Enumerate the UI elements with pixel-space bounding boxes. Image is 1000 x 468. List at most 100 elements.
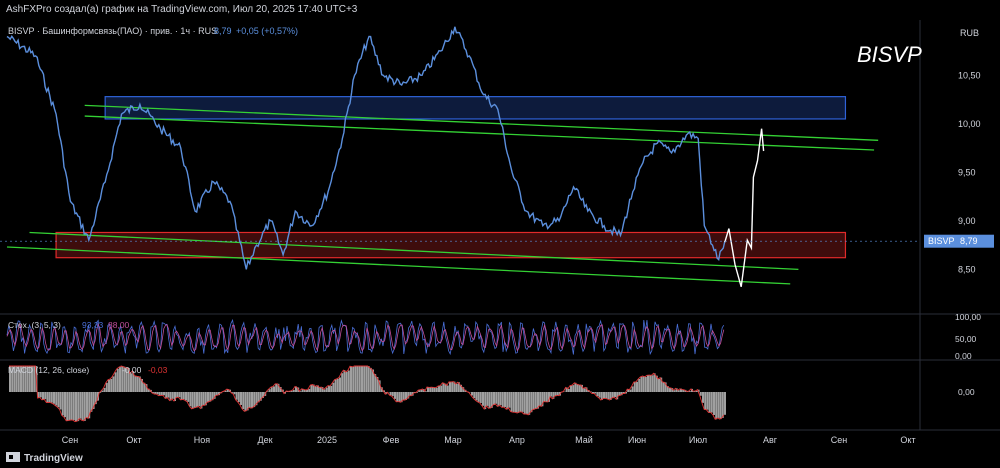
channel-line-2 [84, 115, 875, 151]
macd-hist-bar [266, 391, 269, 392]
macd-hist-bar [160, 392, 163, 396]
macd-hist-bar [398, 392, 401, 402]
macd-hist-bar [121, 366, 124, 392]
macd-hist-bar [552, 392, 555, 399]
macd-hist-bar [22, 366, 25, 392]
macd-hist-bar [499, 392, 502, 406]
macd-hist-bar [455, 383, 458, 392]
macd-hist-bar [400, 392, 403, 403]
chart-frame[interactable]: BISVP · Башинформсвязь(ПАО) · прив. · 1ч… [0, 20, 1000, 468]
macd-hist-bar [356, 366, 359, 392]
zones-layer [55, 96, 847, 259]
macd-hist-bar [187, 392, 190, 402]
macd-hist-bar [336, 378, 339, 392]
macd-hist-bar [125, 367, 128, 392]
macd-hist-bar [193, 392, 196, 408]
stoch-tick-label: 0,00 [955, 351, 972, 361]
time-tick-label: Сен [831, 435, 848, 445]
macd-hist-bar [660, 377, 663, 392]
macd-hist-bar [306, 390, 308, 392]
macd-hist-bar [644, 376, 647, 392]
macd-hist-bar [662, 382, 665, 392]
macd-hist-bar [123, 366, 126, 392]
macd-hist-bar [609, 392, 612, 400]
macd-hist-bar [248, 392, 251, 408]
macd-hist-bar [86, 392, 88, 418]
macd-hist-bar [506, 392, 509, 410]
macd-hist-bar [279, 387, 282, 392]
stoch-axis: 100,00 50,00 0,00 [955, 312, 981, 361]
macd-hist-bar [640, 376, 643, 392]
macd-hist-bar [33, 366, 36, 392]
macd-hist-bar [471, 392, 473, 396]
macd-hist-bar [625, 392, 627, 394]
macd-hist-bar [218, 392, 220, 396]
time-tick-label: Июл [689, 435, 707, 445]
macd-hist-bar [680, 388, 682, 392]
macd-hist-bar [42, 392, 44, 400]
macd-hist-bar [565, 387, 568, 392]
macd-hist-bar [332, 382, 335, 392]
macd-hist-bar [721, 392, 724, 418]
macd-hist-bar [457, 382, 460, 392]
macd-hist-bar [444, 383, 447, 392]
macd-hist-bar [655, 375, 658, 392]
macd-hist-bar [438, 386, 440, 392]
macd-hist-bar [495, 392, 498, 404]
time-axis: Сен Окт Ноя Дек 2025 Фев Мар Апр Май Июн Июл Авг Сен… [62, 435, 916, 445]
macd-hist-bar [147, 388, 150, 392]
macd-hist-bar [83, 392, 86, 421]
projection-path [724, 128, 765, 287]
macd-hist-bar [363, 366, 366, 392]
macd-hist-bar [165, 392, 168, 399]
macd-hist-bar [273, 386, 275, 392]
time-tick-label: Мар [444, 435, 462, 445]
time-tick-label: Апр [509, 435, 525, 445]
time-tick-label: Окт [900, 435, 915, 445]
macd-hist-bar [134, 375, 137, 392]
macd-hist-bar [358, 366, 361, 392]
macd-hist-bar [537, 392, 539, 409]
macd-hist-bar [378, 380, 381, 392]
macd-hist-bar [57, 392, 60, 408]
macd-hist-bar [323, 389, 326, 392]
macd-hist-bar [631, 386, 634, 392]
macd-hist-bar [143, 382, 146, 392]
stoch-tick-label: 50,00 [955, 334, 977, 344]
macd-hist-bar [636, 381, 638, 392]
macd-hist-bar [574, 382, 577, 392]
macd-hist-bar [576, 384, 579, 392]
macd-hist-bar [713, 392, 715, 415]
macd-hist-bar [200, 392, 203, 409]
macd-hist-bar [497, 392, 500, 407]
macd-hist-bar [275, 383, 278, 392]
macd-hist-bar [88, 392, 91, 419]
price-tick-label: 10,00 [958, 119, 981, 129]
macd-hist-bar [262, 392, 264, 398]
macd-hist-bar [66, 392, 69, 421]
macd-hist-bar [717, 392, 720, 418]
macd-hist-bar [642, 376, 645, 392]
macd-hist-bar [620, 392, 623, 396]
macd-hist-bar [163, 392, 165, 396]
macd-hist-bar [312, 384, 315, 392]
macd-histogram [9, 366, 726, 422]
price-axis: 10,50 10,00 9,50 9,00 8,50 [958, 70, 981, 274]
macd-hist-bar [649, 375, 652, 392]
macd-hist-bar [341, 373, 344, 392]
macd-hist-bar [37, 392, 40, 398]
macd-hist-bar [94, 392, 97, 405]
macd-hist-bar [702, 392, 704, 403]
price-tag: BISVP 8,79 [924, 234, 994, 248]
macd-hist-bar [570, 385, 572, 392]
macd-hist-bar [158, 392, 161, 396]
macd-hist-bar [174, 392, 176, 401]
macd-hist-bar [156, 392, 159, 395]
macd-hist-bar [240, 392, 242, 405]
macd-hist-bar [196, 392, 198, 408]
price-chart[interactable]: BISVP · Башинформсвязь(ПАО) · прив. · 1ч… [0, 20, 1000, 468]
macd-hist-bar [543, 392, 546, 402]
macd-hist-bar [288, 391, 291, 392]
macd-hist-bar [26, 366, 29, 392]
macd-hist-bar [451, 381, 454, 392]
